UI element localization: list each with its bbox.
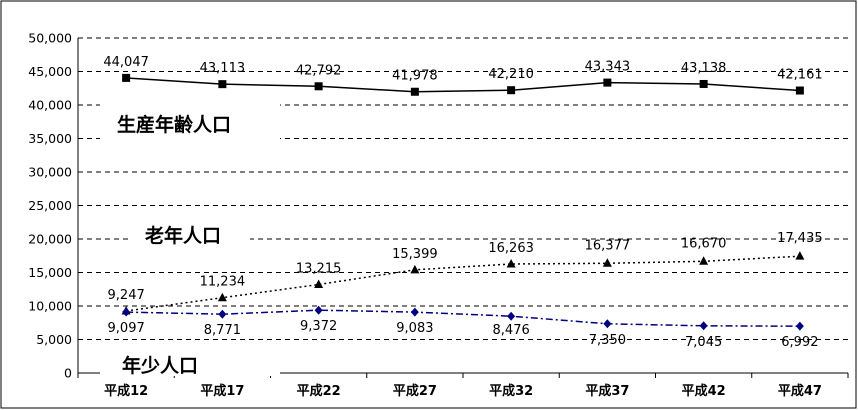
data-point: [314, 279, 324, 288]
y-tick-label: 15,000: [28, 265, 72, 280]
data-point: [410, 87, 419, 96]
data-point: [795, 251, 805, 260]
x-axis-ticks: 平成12 平成17 平成22 平成27 平成32 平成37 平成42 平成47: [104, 383, 822, 399]
data-label: 7,350: [589, 333, 626, 348]
data-point: [699, 256, 709, 265]
data-label: 11,234: [200, 275, 246, 290]
data-label: 42,210: [488, 67, 534, 82]
series-name-mask: [100, 346, 280, 376]
data-point: [410, 307, 419, 317]
data-point: [699, 321, 708, 331]
y-tick-label: 5,000: [36, 332, 72, 347]
data-point: [699, 79, 708, 88]
x-tick-label: 平成42: [682, 383, 726, 399]
data-point: [410, 264, 420, 274]
data-point: [602, 258, 612, 267]
x-tick-label: 平成17: [200, 383, 244, 399]
data-point: [218, 80, 227, 89]
data-label: 43,113: [200, 61, 246, 76]
data-point: [314, 82, 323, 91]
y-tick-label: 40,000: [28, 98, 72, 113]
series-1: 44,047 43,113 42,792 41,978 42,210 43,343 43,1…: [103, 55, 823, 96]
data-label: 17,435: [777, 231, 823, 246]
y-tick-label: 0: [64, 366, 72, 381]
data-label: 42,161: [777, 68, 823, 83]
data-label: 8,476: [493, 323, 530, 338]
data-point: [506, 259, 516, 268]
y-tick-label: 50,000: [28, 31, 72, 46]
data-label: 9,083: [396, 321, 433, 336]
series-line: [126, 77, 800, 93]
data-label: 43,343: [585, 60, 631, 75]
series-name-youth: 年少人口: [122, 354, 198, 377]
data-label: 41,978: [392, 69, 438, 84]
data-point: [218, 309, 227, 319]
x-tick-label: 平成22: [297, 383, 341, 399]
series-group: 44,047 43,113 42,792 41,978 42,210 43,343 43,1…: [103, 55, 822, 350]
data-point: [314, 305, 323, 315]
y-tick-label: 45,000: [28, 64, 72, 79]
series-2: 9,247 11,234 13,215 15,399 16,263 16,377 16,67…: [108, 231, 823, 315]
x-tick-label: 平成27: [393, 383, 437, 399]
data-label: 15,399: [392, 247, 438, 262]
data-point: [507, 311, 516, 321]
x-tick-label: 平成12: [104, 383, 148, 399]
x-tick-label: 平成47: [778, 383, 822, 399]
data-label: 16,670: [681, 236, 727, 251]
y-axis-ticks: 50,000 45,000 40,000 35,000 30,000 25,000 20,0…: [28, 31, 72, 381]
series-name-mask: [130, 212, 250, 252]
data-point: [603, 78, 612, 87]
series-name-mask: [100, 100, 280, 140]
y-tick-label: 30,000: [28, 165, 72, 180]
data-label: 9,097: [108, 321, 145, 336]
data-point: [507, 86, 516, 95]
series-name-elderly: 老年人口: [145, 224, 221, 247]
data-label: 7,045: [685, 335, 722, 350]
data-point: [122, 73, 131, 82]
data-label: 16,377: [585, 238, 631, 253]
data-label: 9,372: [300, 319, 337, 334]
data-label: 13,215: [296, 261, 342, 276]
y-tick-label: 10,000: [28, 299, 72, 314]
data-label: 43,138: [681, 61, 727, 76]
data-label: 8,771: [204, 323, 241, 338]
data-label: 44,047: [103, 55, 149, 70]
data-point: [122, 307, 131, 317]
data-point: [603, 319, 612, 329]
x-tick-label: 平成32: [489, 383, 533, 399]
data-label: 6,992: [781, 335, 818, 350]
data-label: 9,247: [108, 288, 145, 303]
data-point: [217, 292, 227, 302]
y-tick-label: 35,000: [28, 131, 72, 146]
series-3: 9,097 8,771 9,372 9,083 8,476 7,350 7,045 6,992: [108, 305, 818, 350]
data-point: [795, 86, 804, 95]
series-name-working-age: 生産年齢人口: [117, 113, 231, 136]
data-label: 42,792: [296, 63, 342, 78]
y-tick-label: 25,000: [28, 198, 72, 213]
data-point: [795, 321, 804, 331]
series-line: [126, 309, 800, 327]
data-label: 16,263: [488, 241, 534, 256]
y-tick-label: 20,000: [28, 232, 72, 247]
x-tick-label: 平成37: [585, 383, 629, 399]
